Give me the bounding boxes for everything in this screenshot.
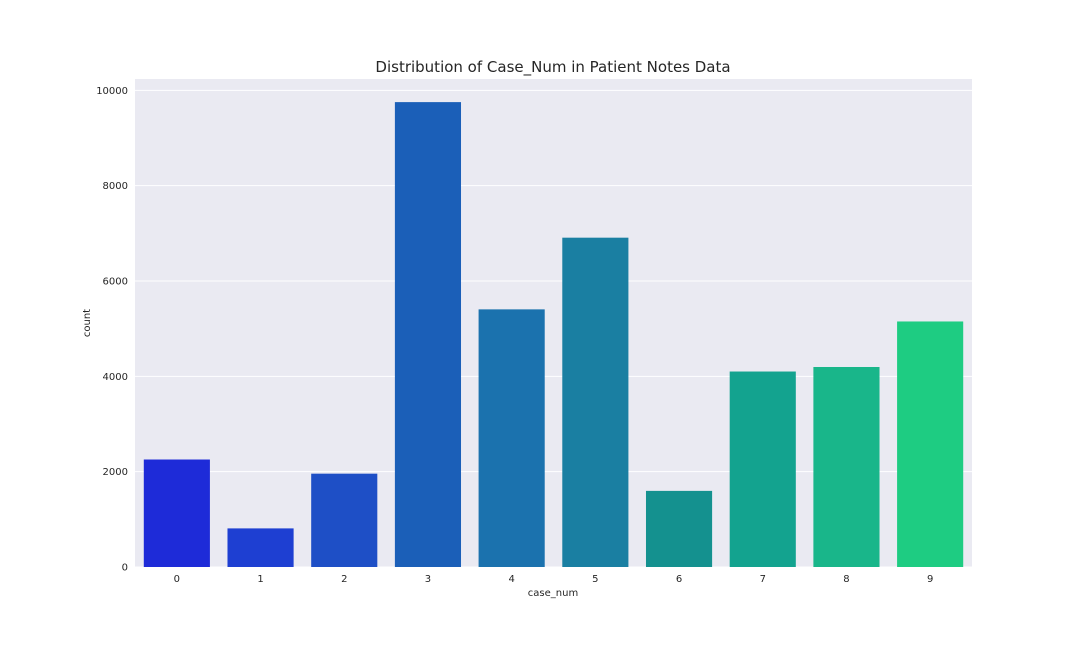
x-tick-label: 8 [843,574,849,585]
bar-case-9 [897,321,964,567]
x-tick-label: 3 [425,574,431,585]
y-tick-label: 6000 [103,277,128,288]
y-tick-label: 10000 [96,86,128,97]
y-tick-labels: 0 2000 4000 6000 8000 10000 [96,86,128,574]
x-tick-label: 0 [174,574,180,585]
bar-case-1 [227,528,294,567]
bar-case-0 [143,459,210,567]
bars [143,102,964,567]
bar-case-2 [311,473,378,567]
bar-case-6 [645,490,713,567]
y-tick-label: 8000 [103,181,128,192]
bar-case-7 [729,371,796,567]
y-tick-label: 0 [122,563,128,574]
x-tick-label: 6 [676,574,682,585]
x-tick-label: 1 [257,574,263,585]
x-tick-labels: 0 1 2 3 4 5 6 7 8 9 [174,574,934,585]
x-axis-label: case_num [528,588,578,599]
x-tick-label: 5 [592,574,598,585]
bar-case-5 [562,237,629,567]
x-tick-label: 2 [341,574,347,585]
y-tick-label: 2000 [103,467,128,478]
bar-case-3 [394,102,462,567]
x-tick-label: 4 [508,574,514,585]
x-tick-label: 9 [927,574,933,585]
x-tick-label: 7 [760,574,766,585]
bar-case-8 [813,366,880,567]
y-tick-label: 4000 [103,372,128,383]
chart-title: Distribution of Case_Num in Patient Note… [375,58,730,77]
bar-case-4 [478,309,545,567]
y-axis-label: count [82,309,93,337]
